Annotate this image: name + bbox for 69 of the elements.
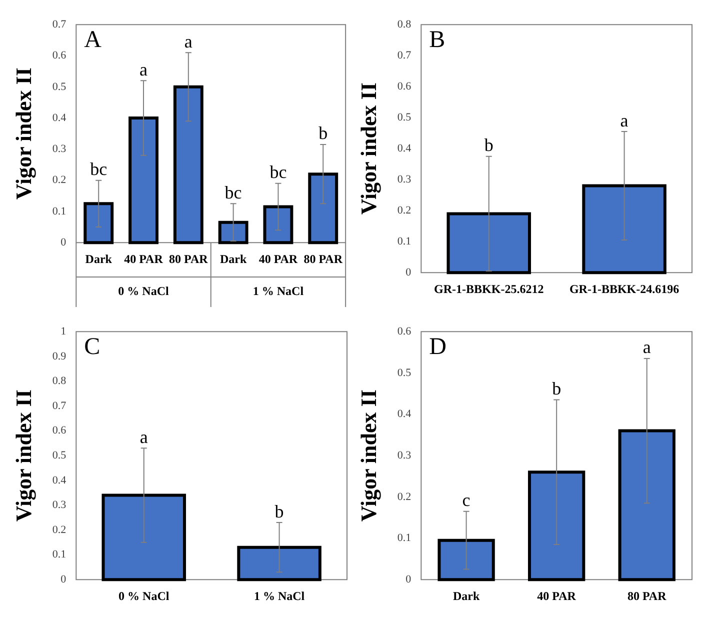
chart-title: D [429,334,446,360]
x-tick-label: GR-1-BBKK-24.6196 [569,282,680,296]
y-tick-label: 0.4 [397,408,412,420]
y-tick-label: 0.6 [52,424,67,437]
y-tick-label: 0.5 [52,449,67,462]
annotation: b [552,378,562,399]
y-tick-label: 0 [60,236,67,248]
x-tick-label: Dark [452,588,480,603]
y-tick-label: 0.3 [52,143,67,156]
data-label: bc [224,182,242,202]
data-label: a [140,426,148,447]
annotation: c [462,490,470,510]
y-tick-label: 0.8 [52,375,67,388]
y-tick-label: 0.2 [52,174,66,186]
y-tick-label: 0.6 [397,80,412,92]
y-tick-label: 0.1 [52,205,66,218]
data-label: b [318,123,328,144]
y-tick-label: 0.5 [397,111,412,124]
y-tick-label: 0.1 [397,235,412,248]
y-tick-label: 0.8 [397,18,412,30]
y-tick-label: 0.4 [397,142,412,154]
annotation: a [140,59,148,80]
y-axis-title: Vigor index II [10,68,36,200]
annotation: b [484,135,494,156]
y-tick-label: 1 [60,325,66,338]
y-tick-label: 0.1 [52,548,66,561]
y-tick-label: 0.7 [397,49,412,62]
annotation: bc [90,159,108,180]
annotation: a [184,31,192,52]
x-tick-label: 40 PAR [537,588,576,603]
x-tick-label: 0 % NaCl [118,588,170,603]
chart-title: B [429,26,446,53]
y-tick-label: 0.9 [52,350,67,362]
chart-title: A [84,26,102,53]
x-tick-label: 80 PAR [169,252,208,266]
annotation: a [620,110,628,130]
y-tick-label: 0.4 [52,112,67,124]
y-tick-label: 0.3 [397,173,412,186]
x-tick-label: 1 % NaCl [254,588,306,603]
x-tick-label: Dark [85,252,112,266]
y-tick-label: 0.2 [52,524,66,536]
annotation: a [642,337,651,358]
y-tick-label: 0.1 [397,532,412,544]
y-axis-title: Vigor index II [10,390,36,522]
y-tick-label: 0 [406,573,412,586]
x-tick-label: GR-1-BBKK-25.6212 [434,282,544,296]
y-tick-label: 0.5 [52,80,67,93]
y-tick-label: 0.7 [52,18,67,30]
y-tick-label: 0.3 [397,449,412,462]
y-tick-label: 0.7 [52,400,67,412]
y-tick-label: 0.6 [52,50,67,62]
y-tick-label: 0.2 [397,490,412,503]
y-tick-label: 0.2 [397,204,412,216]
data-label: bc [270,162,287,182]
data-label: b [274,501,284,522]
y-tick-label: 0.5 [397,366,412,379]
x-tick-label: 80 PAR [304,252,343,266]
y-tick-label: 0 [406,266,412,278]
y-tick-label: 0.6 [397,325,412,338]
y-tick-label: 0.3 [52,499,67,512]
y-tick-label: 0.4 [52,474,67,486]
x-tick-label: 40 PAR [124,252,164,266]
y-axis-title: Vigor index II [356,390,381,522]
y-tick-label: 0 [60,573,67,586]
x-tick-label: 40 PAR [258,252,298,266]
x-tick-label: 80 PAR [627,588,667,603]
x-tick-label: Dark [220,252,247,266]
y-axis-title: Vigor index II [356,82,381,215]
chart-title: C [84,334,100,360]
